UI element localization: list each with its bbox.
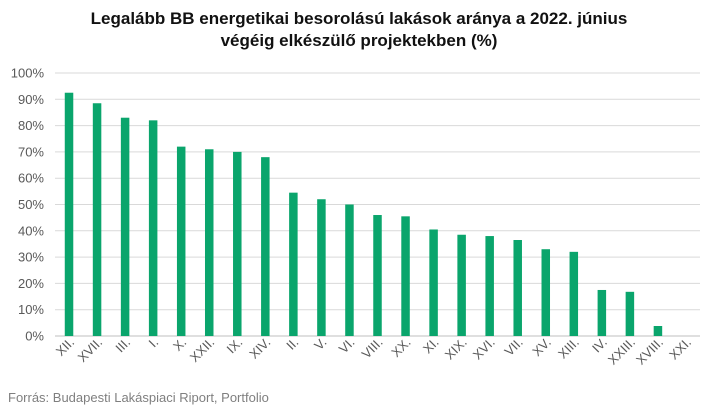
y-tick-label: 90% (18, 92, 44, 107)
x-tick-label: XVII. (75, 335, 106, 366)
bar (653, 326, 663, 336)
x-tick-label: V. (311, 335, 329, 353)
x-tick-label: IV. (589, 335, 610, 356)
x-tick-label: XX. (388, 335, 413, 360)
chart-title-line-2: végéig elkészülő projektekben (%) (220, 31, 498, 50)
y-tick-label: 80% (18, 118, 44, 133)
bar (429, 229, 438, 336)
x-tick-label: XV. (529, 335, 554, 360)
y-tick-label: 0% (25, 329, 44, 344)
x-tick-label: X. (170, 335, 189, 354)
y-tick-label: 60% (18, 171, 44, 186)
y-tick-label: 10% (18, 302, 44, 317)
x-tick-label: XI. (420, 335, 442, 357)
x-tick-label: IX. (224, 335, 246, 357)
bar (485, 236, 494, 336)
bar (513, 240, 522, 336)
y-tick-label: 30% (18, 250, 44, 265)
x-tick-label: I. (146, 335, 162, 351)
y-tick-label: 50% (18, 197, 44, 212)
x-tick-label: II. (283, 335, 301, 353)
bar (233, 151, 242, 336)
bar (569, 251, 579, 336)
x-tick-label: XVIII. (633, 335, 666, 368)
bar (541, 249, 551, 336)
x-tick-label: XII. (53, 335, 77, 359)
bar (261, 157, 270, 336)
y-tick-label: 70% (18, 144, 44, 159)
bar (625, 291, 635, 336)
bar (345, 204, 354, 336)
source-note: Forrás: Budapesti Lakáspiaci Riport, Por… (8, 390, 269, 405)
bar (457, 234, 466, 336)
bar-chart: 0%10%20%30%40%50%60%70%80%90%100%XII.XVI… (11, 66, 700, 368)
x-tick-label: VII. (501, 335, 525, 359)
bar (289, 192, 298, 336)
y-tick-label: 20% (18, 276, 44, 291)
chart-title-line-1: Legalább BB energetikai besorolású lakás… (90, 9, 628, 28)
x-tick-label: VI. (336, 335, 358, 357)
x-tick-label: XVI. (470, 335, 498, 363)
bar (317, 199, 326, 336)
x-tick-label: XXII. (187, 335, 218, 366)
bar (597, 289, 607, 336)
bar (401, 216, 410, 336)
bar (204, 149, 214, 336)
x-tick-label: XXI. (666, 335, 694, 363)
bar (64, 92, 74, 336)
x-tick-label: XXIII. (605, 335, 638, 368)
x-tick-label: XIV. (246, 335, 273, 362)
y-tick-label: 100% (11, 66, 45, 81)
y-tick-label: 40% (18, 223, 44, 238)
bar (148, 120, 158, 336)
bar (176, 146, 186, 336)
x-tick-label: XIII. (555, 335, 582, 362)
x-tick-label: VIII. (359, 335, 386, 362)
x-tick-label: XIX. (442, 335, 470, 363)
chart-title: Legalább BB energetikai besorolású lakás… (0, 8, 718, 52)
bar (373, 215, 382, 336)
bar (92, 103, 102, 337)
bar (120, 117, 130, 337)
x-tick-label: III. (112, 335, 133, 356)
